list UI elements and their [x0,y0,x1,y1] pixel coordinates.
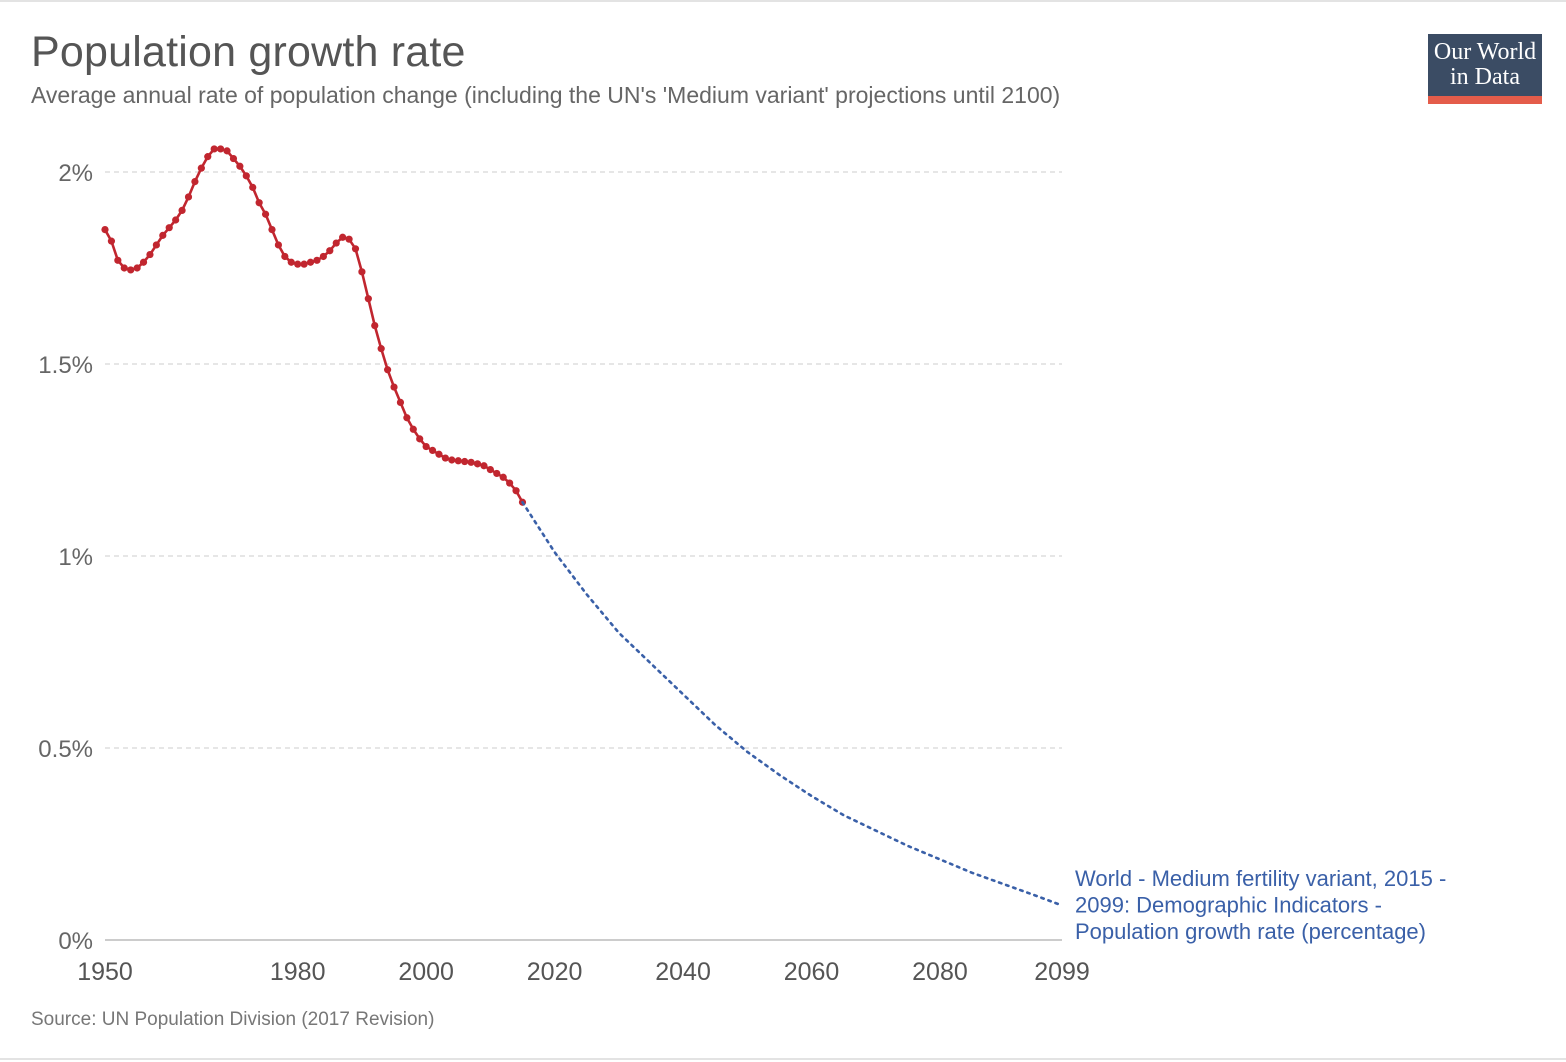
data-point[interactable] [281,252,289,261]
logo-line-1: Our World [1433,39,1537,65]
data-point[interactable] [345,235,353,243]
data-point[interactable] [210,145,218,153]
series-label-line[interactable]: Population growth rate (percentage) [1075,919,1426,944]
data-point[interactable] [403,414,411,422]
data-point[interactable] [390,383,398,391]
data-point[interactable] [165,224,173,232]
data-point[interactable] [313,256,321,264]
data-point[interactable] [197,164,205,172]
x-tick-label: 1980 [270,958,326,986]
data-point[interactable] [351,245,360,253]
data-point[interactable] [364,295,372,303]
x-axis-ticks: 1950 1980 2000 2020 2040 2060 2080 2099 [77,958,1090,986]
y-tick-label: 1.5% [38,352,93,379]
x-tick-label: 2000 [398,958,454,986]
y-axis-ticks: 0% 0.5% 1% 1.5% 2% [38,160,93,955]
data-point[interactable] [319,252,327,261]
series-label: World - Medium fertility variant, 2015 -… [1075,866,1446,944]
data-point[interactable] [441,454,450,462]
data-point[interactable] [236,162,244,170]
data-point[interactable] [274,241,283,249]
data-point[interactable] [512,487,520,495]
data-point[interactable] [139,258,148,266]
y-tick-label: 0% [58,928,93,955]
data-point[interactable] [300,260,308,268]
data-point[interactable] [107,237,116,245]
data-point[interactable] [268,226,276,234]
data-point[interactable] [120,264,128,272]
data-point[interactable] [242,172,250,180]
data-point[interactable] [255,199,263,207]
x-tick-label: 2060 [784,958,840,986]
data-point[interactable] [191,178,199,186]
data-point[interactable] [499,473,507,481]
grid-lines [105,171,1062,749]
data-point[interactable] [461,457,469,466]
data-point[interactable] [480,462,488,470]
data-point[interactable] [306,258,315,266]
series-group [101,145,1064,907]
data-point[interactable] [223,147,231,155]
data-point[interactable] [146,250,154,259]
data-point[interactable] [249,183,257,191]
data-point[interactable] [127,266,135,274]
top-border [0,0,1566,2]
data-point[interactable] [217,145,225,153]
data-point[interactable] [172,216,180,224]
data-point[interactable] [454,457,462,465]
y-tick-label: 2% [58,160,93,187]
data-point[interactable] [114,256,122,264]
data-point[interactable] [101,226,109,234]
data-point[interactable] [467,458,475,466]
data-point[interactable] [384,366,392,374]
data-point[interactable] [416,435,424,443]
data-point[interactable] [473,460,482,468]
y-tick-label: 0.5% [38,736,93,763]
data-point[interactable] [448,456,456,464]
data-point[interactable] [358,268,366,276]
x-tick-label: 2020 [527,958,583,986]
source-note: Source: UN Population Division (2017 Rev… [31,1009,435,1030]
logo-line-2: in Data [1450,64,1520,90]
data-point[interactable] [294,260,302,268]
historical-series-line[interactable] [103,147,524,503]
owid-logo[interactable]: Our World in Data [1428,34,1542,104]
series-label-line[interactable]: 2099: Demographic Indicators - [1075,893,1382,918]
x-tick-label: 2040 [655,958,711,986]
data-point[interactable] [371,322,379,330]
data-point[interactable] [486,466,494,474]
data-point[interactable] [506,479,514,487]
series-label-line[interactable]: World - Medium fertility variant, 2015 - [1075,866,1446,891]
data-point[interactable] [159,231,167,239]
chart-title: Population growth rate [31,28,466,76]
data-point[interactable] [287,258,295,266]
data-point[interactable] [396,398,405,406]
data-point[interactable] [261,210,270,218]
data-point[interactable] [332,239,340,247]
data-point[interactable] [493,469,501,478]
chart-subtitle: Average annual rate of population change… [31,82,1061,108]
x-tick-label: 2099 [1034,958,1090,986]
x-tick-label: 1950 [77,958,133,986]
data-point[interactable] [152,241,160,249]
projection-series-line[interactable] [521,500,1064,907]
data-point[interactable] [422,442,430,451]
data-point[interactable] [133,264,141,272]
bottom-border [0,1058,1566,1060]
data-point[interactable] [184,193,193,201]
data-point[interactable] [377,345,385,353]
data-point[interactable] [229,154,238,163]
logo-accent-stripe [1428,96,1542,104]
data-point[interactable] [339,233,347,241]
data-point[interactable] [409,425,417,433]
x-tick-label: 2080 [912,958,968,986]
data-point[interactable] [435,450,443,458]
data-point[interactable] [428,446,437,454]
data-point[interactable] [204,153,212,161]
data-point[interactable] [178,206,186,214]
data-point[interactable] [326,247,334,255]
y-tick-label: 1% [58,544,93,571]
